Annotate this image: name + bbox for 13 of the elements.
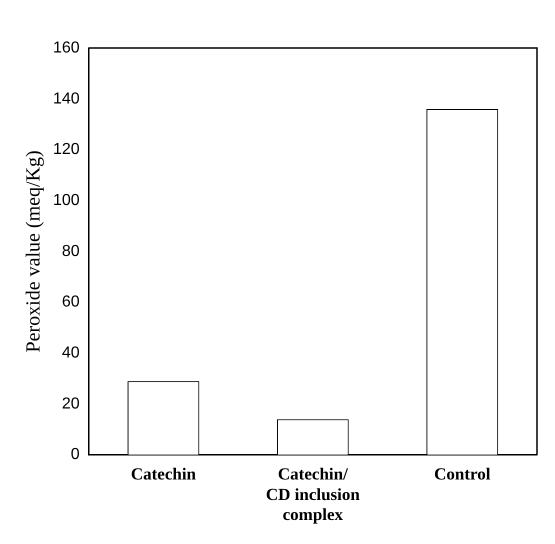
y-tick-label: 140 (52, 90, 80, 108)
y-tick-label: 20 (62, 395, 80, 412)
x-tick-label: Catechin/ CD inclusion complex (266, 464, 360, 524)
y-tick-label: 80 (62, 242, 80, 260)
x-tick-label: Control (434, 464, 491, 484)
y-tick-label: 100 (52, 192, 80, 209)
y-tick-label: 60 (62, 294, 80, 311)
y-axis-title: Peroxide value (meq/Kg) (22, 150, 44, 352)
y-tick-label: 0 (70, 446, 80, 464)
x-tick-label: Catechin (130, 464, 197, 484)
y-tick-label: 40 (62, 344, 80, 362)
y-tick-label: 120 (52, 141, 80, 158)
y-tick-label: 160 (52, 39, 80, 56)
